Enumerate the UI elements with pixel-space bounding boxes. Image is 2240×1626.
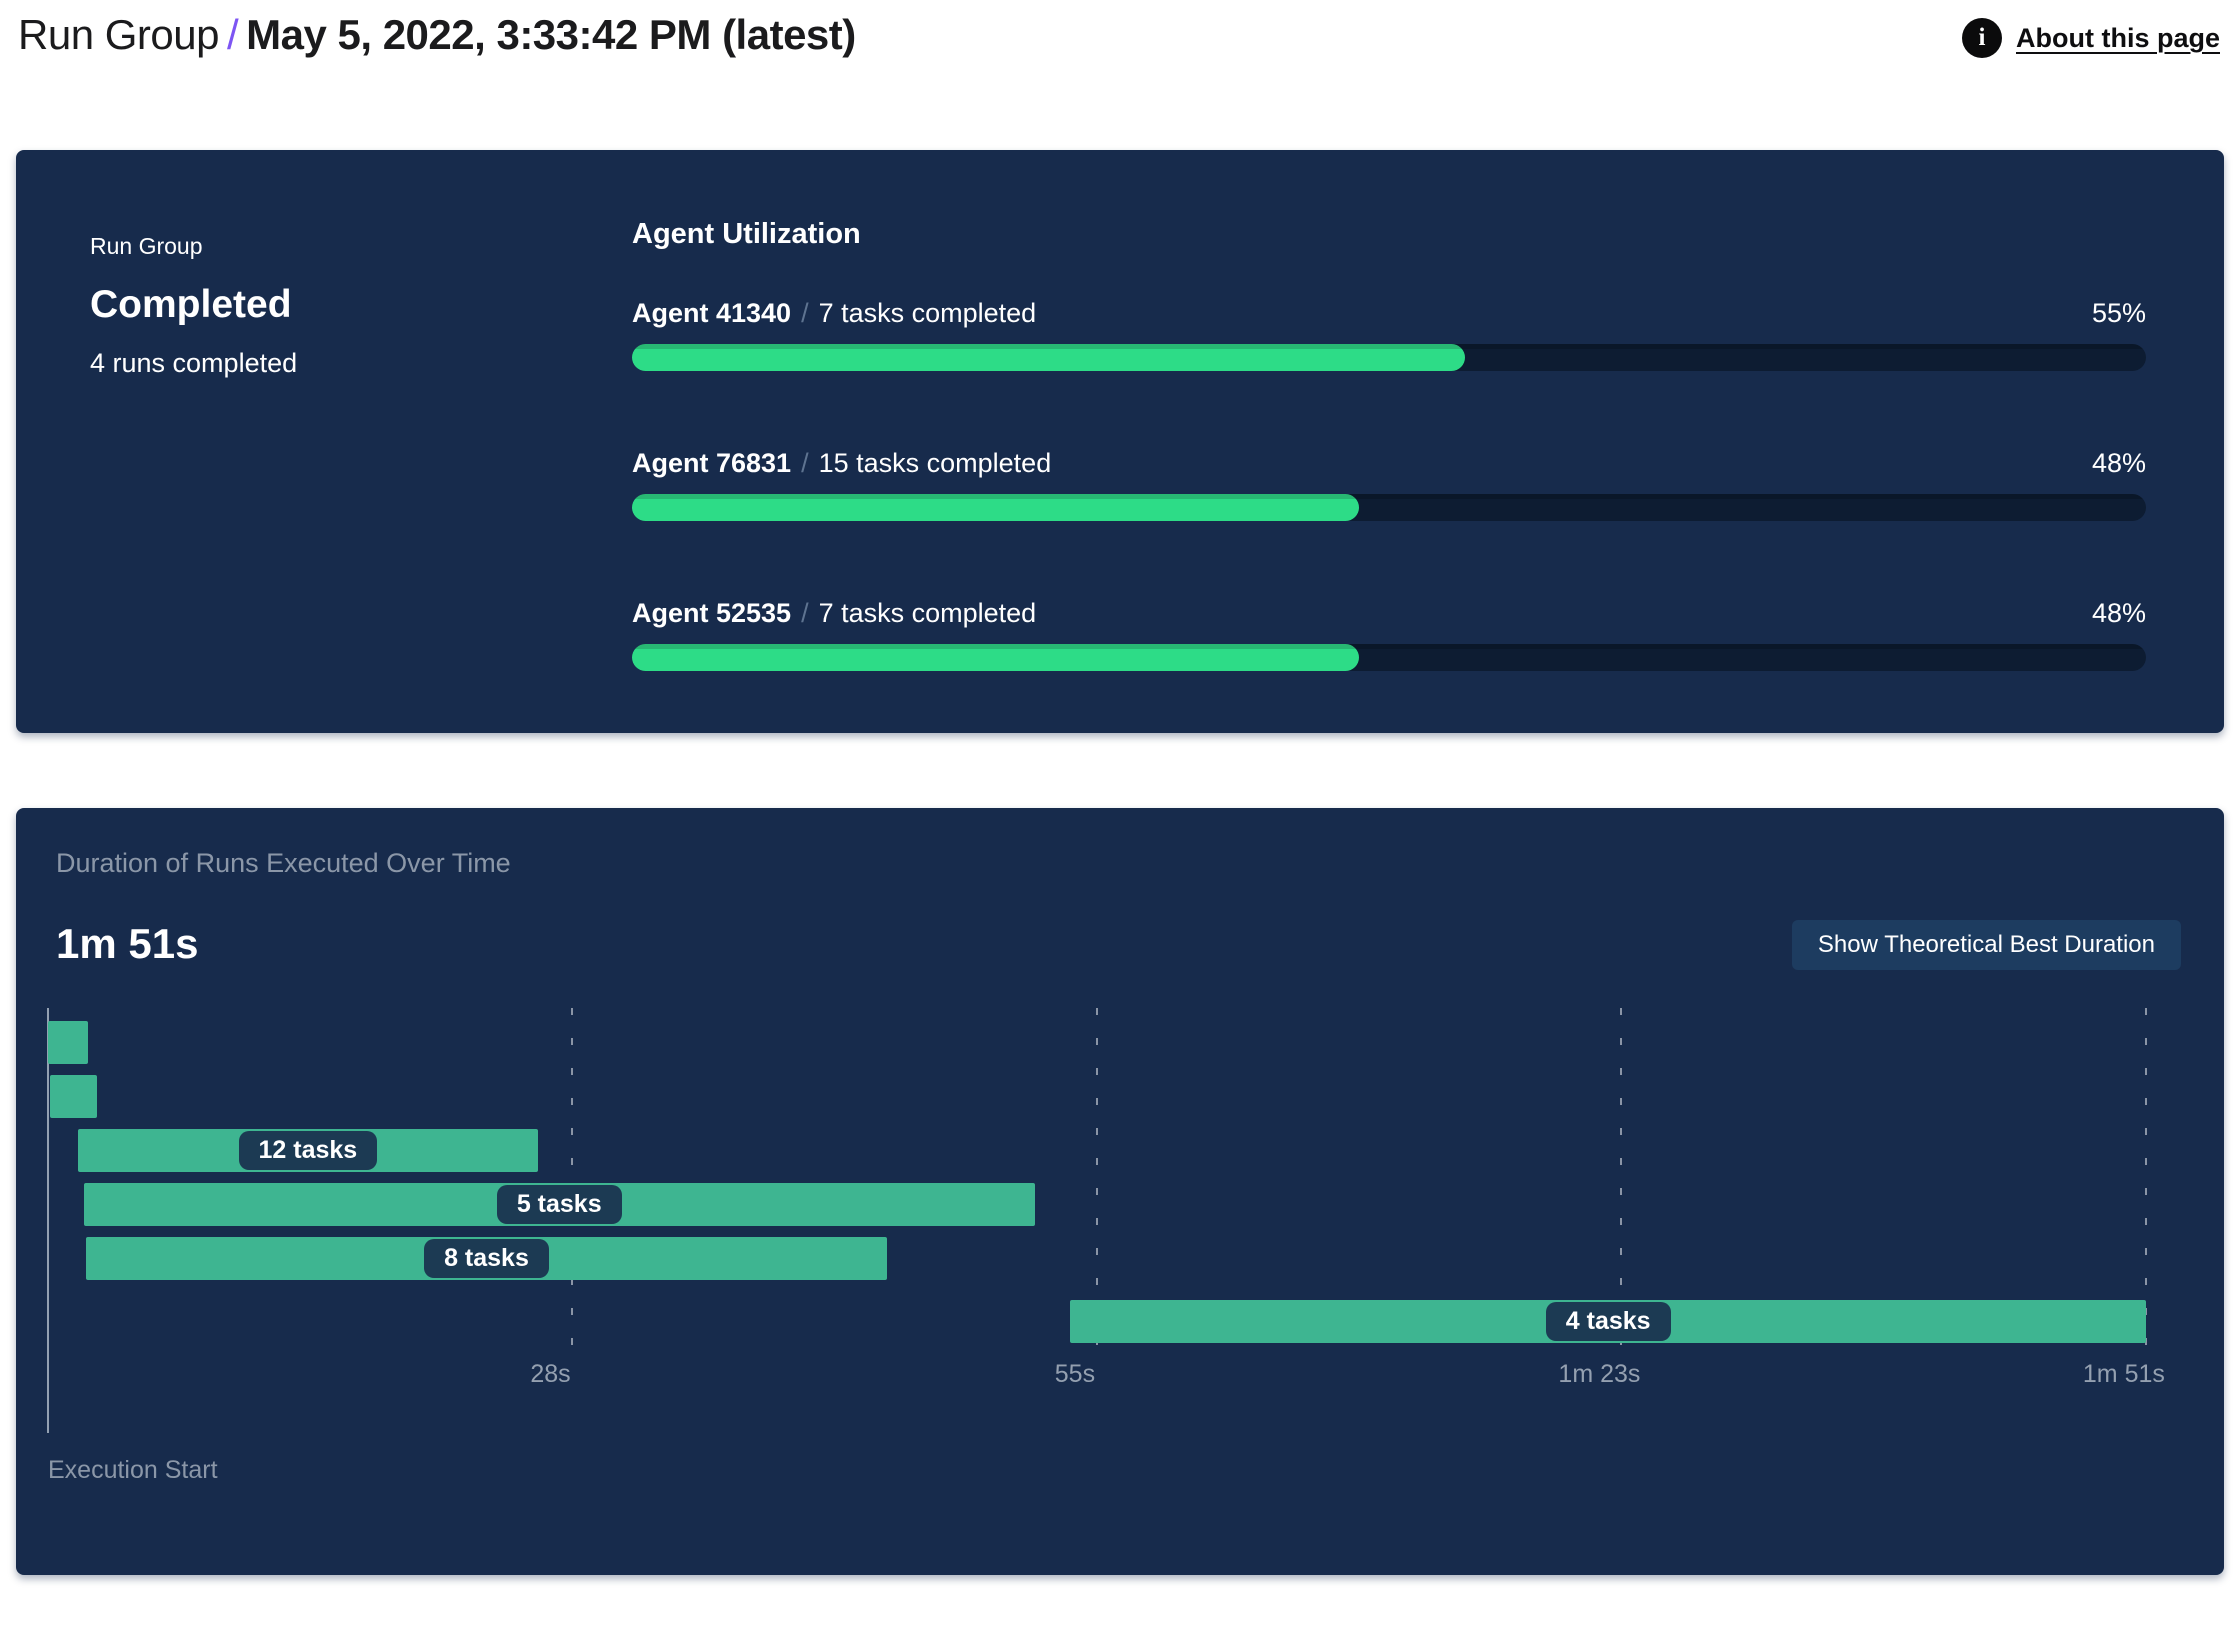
agent-utilization-title: Agent Utilization bbox=[632, 218, 861, 250]
execution-start-axis-line bbox=[47, 1008, 49, 1433]
run-tasks-pill: 5 tasks bbox=[496, 1185, 622, 1224]
axis-tick-label: 1m 23s bbox=[1558, 1360, 1641, 1388]
agent-progress-track bbox=[632, 344, 2146, 371]
run-tasks-pill: 12 tasks bbox=[238, 1131, 378, 1170]
agent-name: Agent 52535 bbox=[632, 598, 792, 628]
gantt-chart: Execution Start 28s 55s 1m 23s 1m 51s 12 tas… bbox=[47, 1008, 2177, 1508]
status-label: Run Group bbox=[90, 233, 203, 259]
agent-tasks: 7 tasks completed bbox=[818, 598, 1037, 628]
agent-row: Agent 76831 / 15 tasks completed 48% bbox=[632, 446, 2146, 521]
info-icon[interactable]: i bbox=[1962, 18, 2002, 58]
agent-progress-fill bbox=[632, 644, 1359, 671]
agent-row: Agent 52535 / 7 tasks completed 48% bbox=[632, 596, 2146, 671]
agent-row: Agent 41340 / 7 tasks completed 55% bbox=[632, 296, 2146, 371]
run-duration-bar[interactable] bbox=[49, 1075, 98, 1118]
run-duration-bar[interactable]: 12 tasks bbox=[78, 1129, 538, 1172]
agent-progress-fill bbox=[632, 344, 1465, 371]
agent-separator: / bbox=[801, 598, 809, 628]
agent-progress-fill bbox=[632, 494, 1359, 521]
show-theoretical-best-button[interactable]: Show Theoretical Best Duration bbox=[1791, 920, 2181, 970]
duration-chart-title: Duration of Runs Executed Over Time bbox=[56, 848, 511, 878]
gantt-gridline bbox=[1620, 1008, 1623, 1352]
duration-total: 1m 51s bbox=[56, 920, 199, 967]
title-separator: / bbox=[226, 11, 239, 58]
agent-percent: 55% bbox=[2091, 298, 2146, 328]
agent-percent: 48% bbox=[2091, 598, 2146, 628]
title-date: May 5, 2022, 3:33:42 PM (latest) bbox=[246, 11, 856, 58]
run-duration-bar[interactable]: 5 tasks bbox=[83, 1183, 1035, 1226]
page-title: Run Group / May 5, 2022, 3:33:42 PM (lates… bbox=[18, 6, 856, 64]
status-value: Completed bbox=[90, 283, 292, 326]
axis-tick-label: 55s bbox=[1054, 1360, 1096, 1388]
run-duration-bar[interactable] bbox=[48, 1021, 88, 1064]
header: Run Group / May 5, 2022, 3:33:42 PM (lates… bbox=[18, 6, 2220, 64]
gantt-gridline bbox=[1095, 1008, 1098, 1352]
run-duration-bar[interactable]: 4 tasks bbox=[1070, 1300, 2146, 1343]
agent-utilization-section: Agent Utilization Agent 41340 / 7 tasks co… bbox=[632, 216, 2146, 671]
about-link[interactable]: About this page bbox=[2016, 22, 2220, 53]
run-tasks-pill: 4 tasks bbox=[1545, 1302, 1671, 1341]
agent-name: Agent 41340 bbox=[632, 298, 792, 328]
axis-tick-label: 1m 51s bbox=[2082, 1360, 2165, 1388]
agent-separator: / bbox=[801, 298, 809, 328]
run-tasks-pill: 8 tasks bbox=[424, 1239, 549, 1278]
about-this-page[interactable]: i About this page bbox=[1962, 18, 2220, 58]
gantt-gridline bbox=[2144, 1008, 2147, 1352]
runs-completed: 4 runs completed bbox=[90, 348, 298, 378]
gantt-gridline bbox=[571, 1008, 574, 1352]
execution-start-label: Execution Start bbox=[48, 1456, 218, 1484]
agent-separator: / bbox=[801, 448, 809, 478]
breadcrumb-run-group: Run Group bbox=[18, 11, 219, 58]
axis-tick-label: 28s bbox=[530, 1360, 571, 1388]
agent-percent: 48% bbox=[2091, 448, 2146, 478]
duration-panel: Duration of Runs Executed Over Time 1m 5… bbox=[16, 808, 2224, 1575]
agent-progress-track bbox=[632, 494, 2146, 521]
status-column: Run Group Completed 4 runs completed bbox=[90, 232, 297, 380]
agent-tasks: 7 tasks completed bbox=[818, 298, 1037, 328]
run-duration-bar[interactable]: 8 tasks bbox=[85, 1237, 888, 1280]
run-group-panel: Run Group Completed 4 runs completed Age… bbox=[16, 150, 2224, 733]
agent-progress-track bbox=[632, 644, 2146, 671]
agent-tasks: 15 tasks completed bbox=[818, 448, 1052, 478]
agent-name: Agent 76831 bbox=[632, 448, 792, 478]
